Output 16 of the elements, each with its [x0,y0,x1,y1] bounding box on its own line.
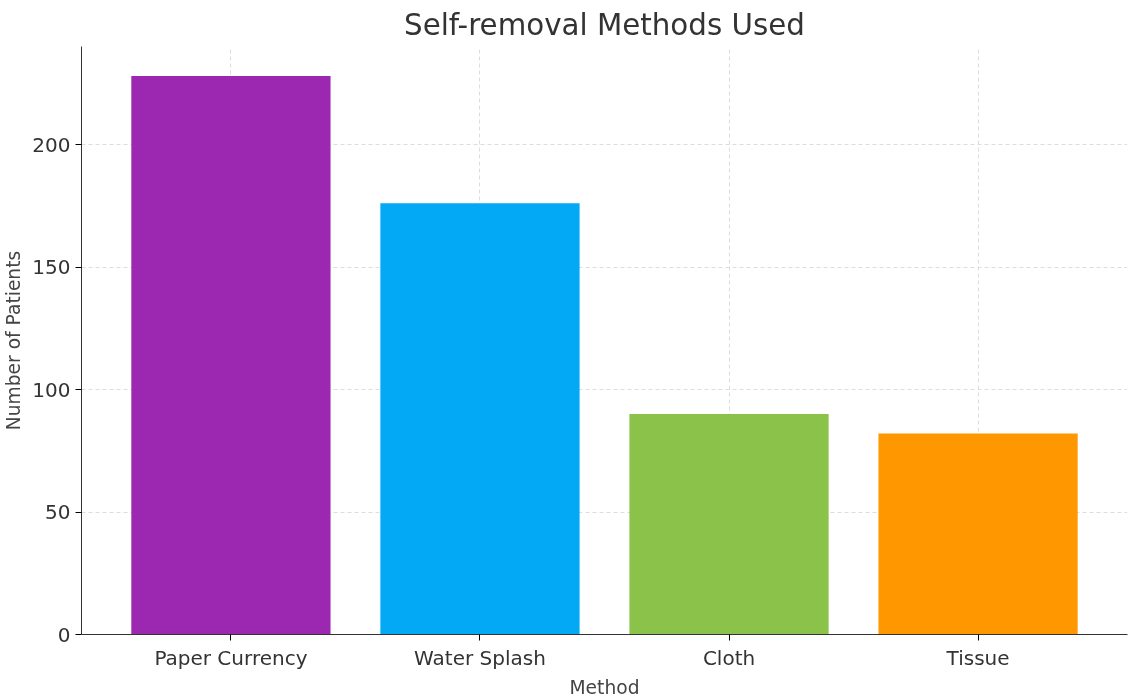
y-tick-label: 0 [57,622,71,647]
y-tick-label: 200 [32,132,71,157]
bar [380,203,580,635]
y-tick-label: 100 [32,377,71,402]
y-tick-label: 50 [45,500,71,524]
y-tick-label: 150 [32,255,71,279]
bar [878,433,1078,635]
x-tick-label: Cloth [702,645,756,670]
chart-title: Self-removal Methods Used [404,7,805,42]
x-tick-label: Tissue [945,645,1010,670]
y-axis-title: Number of Patients [3,250,25,431]
x-tick-label: Paper Currency [154,645,308,670]
bar [131,75,331,635]
x-tick-label: Water Splash [414,645,546,670]
bar [629,414,829,635]
x-axis-title: Method [569,676,640,698]
